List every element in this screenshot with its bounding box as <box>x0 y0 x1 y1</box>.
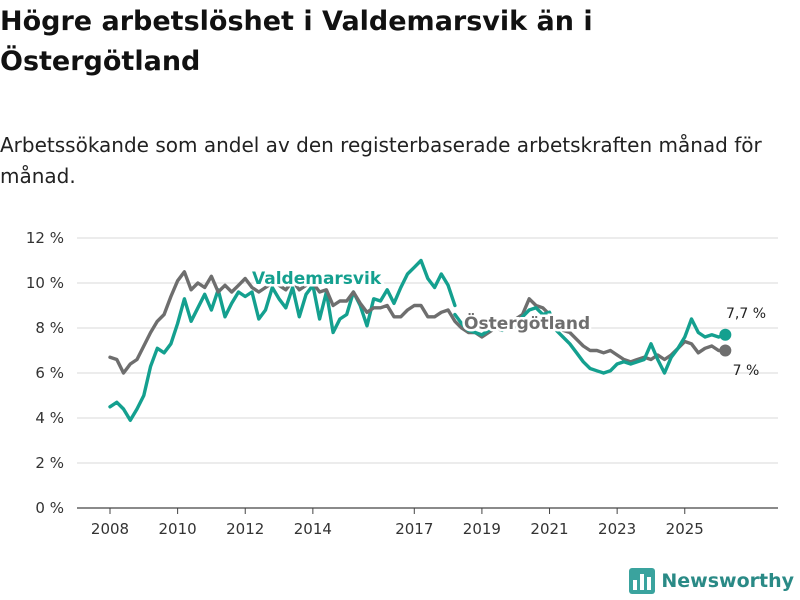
brand-name: Newsworthy <box>661 570 794 592</box>
y-tick-label: 2 % <box>35 454 64 472</box>
y-tick-label: 6 % <box>35 364 64 382</box>
x-tick-label: 2021 <box>530 520 568 538</box>
series-line-valdemarsvik <box>453 306 727 375</box>
chart-subtitle: Arbetssökande som andel av den registerb… <box>0 133 762 188</box>
series-label-ostergotland: Östergötland <box>464 312 590 334</box>
series-label-valdemarsvik: Valdemarsvik <box>252 269 382 289</box>
end-label-ostergotland: 7 % <box>733 363 760 379</box>
y-tick-label: 4 % <box>35 409 64 427</box>
x-tick-label: 2023 <box>598 520 636 538</box>
y-tick-label: 12 % <box>26 229 64 247</box>
end-dot-valdemarsvik <box>719 328 732 341</box>
end-label-valdemarsvik: 7,7 % <box>726 306 766 322</box>
x-tick-label: 2008 <box>91 520 129 538</box>
series-line-ostergotland <box>108 270 727 375</box>
x-tick-label: 2014 <box>294 520 332 538</box>
x-tick-label: 2019 <box>463 520 501 538</box>
labels: Valdemarsvik Östergötland 7,7 % 7 % <box>250 267 767 380</box>
x-tick-label: 2010 <box>159 520 197 538</box>
y-tick-label: 8 % <box>35 319 64 337</box>
grid <box>77 237 778 509</box>
chart-title: Högre arbetslöshet i Valdemarsvik än i Ö… <box>0 6 593 77</box>
axes: 0 % 2 % 4 % 6 % 8 % 10 % 12 % 2008 2010 2012 2014 2… <box>26 229 704 538</box>
brand-logo[interactable]: Newsworthy <box>629 568 794 594</box>
y-tick-label: 10 % <box>26 274 64 292</box>
end-dot-ostergotland <box>719 344 732 357</box>
x-tick-label: 2017 <box>395 520 433 538</box>
series-line-valdemarsvik <box>108 258 457 422</box>
series <box>108 258 732 422</box>
y-tick-label: 0 % <box>35 499 64 517</box>
bar-chart-logo-icon <box>629 568 656 594</box>
x-tick-label: 2025 <box>666 520 704 538</box>
x-tick-label: 2012 <box>226 520 264 538</box>
